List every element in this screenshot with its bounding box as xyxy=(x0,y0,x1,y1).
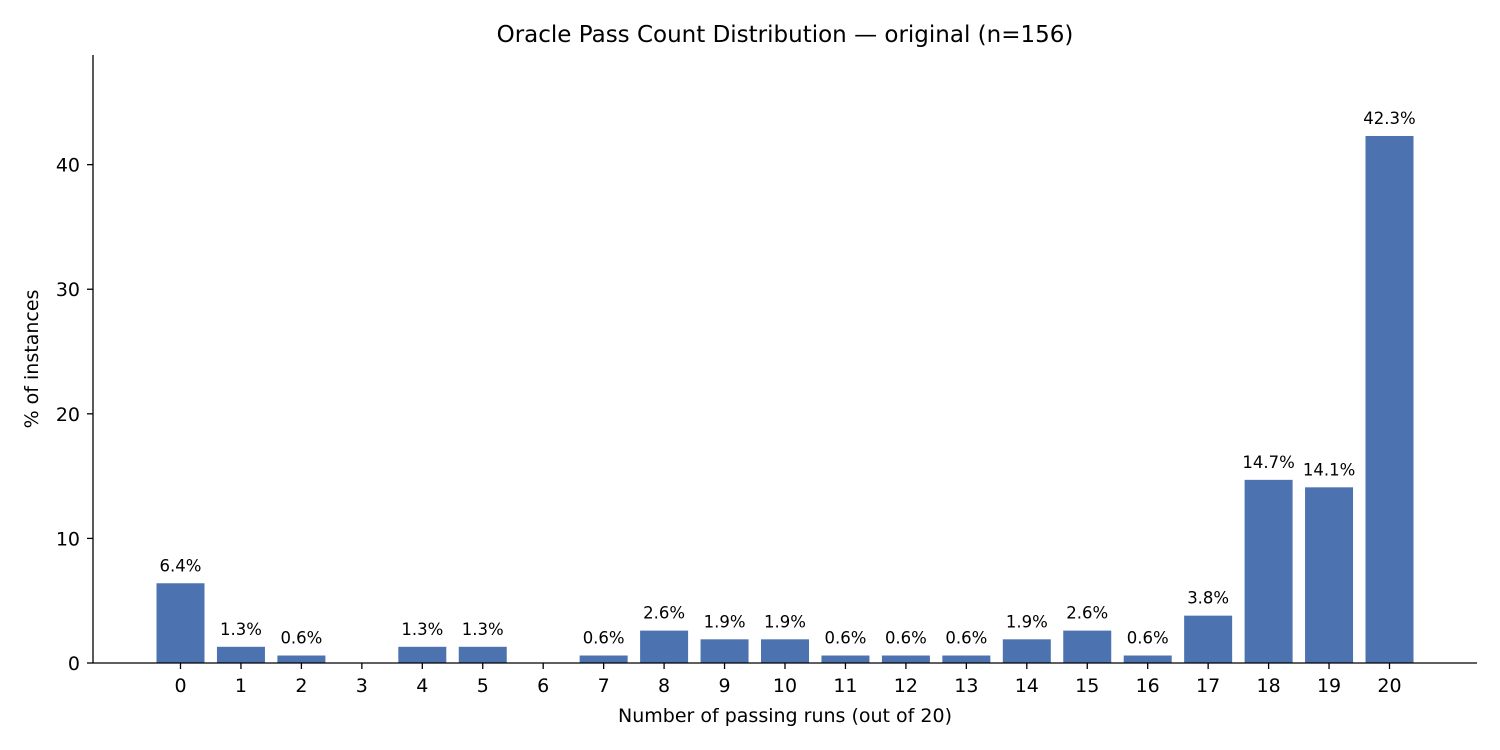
data-label-5: 1.3% xyxy=(462,620,504,639)
bar-10 xyxy=(761,639,809,663)
bar-16 xyxy=(1123,655,1172,663)
x-tick-label-10: 10 xyxy=(773,675,797,697)
data-label-18: 14.7% xyxy=(1242,453,1294,472)
y-axis-ticks: 0 10 20 30 40 xyxy=(56,155,93,675)
bar-12 xyxy=(881,655,930,663)
x-tick-label-14: 14 xyxy=(1015,675,1039,697)
data-label-8: 2.6% xyxy=(643,604,685,623)
x-tick-label-20: 20 xyxy=(1377,675,1401,697)
x-tick-label-7: 7 xyxy=(598,675,610,697)
bar-7 xyxy=(579,655,628,663)
bar-5 xyxy=(458,646,507,663)
x-tick-label-19: 19 xyxy=(1317,675,1341,697)
x-tick-label-17: 17 xyxy=(1196,675,1220,697)
x-tick-label-16: 16 xyxy=(1136,675,1160,697)
data-label-9: 1.9% xyxy=(704,612,746,631)
y-tick-label-10: 10 xyxy=(56,528,80,550)
x-tick-label-12: 12 xyxy=(894,675,918,697)
x-tick-label-0: 0 xyxy=(174,675,186,697)
data-label-1: 1.3% xyxy=(220,620,262,639)
x-tick-label-2: 2 xyxy=(295,675,307,697)
data-label-0: 6.4% xyxy=(160,556,202,575)
x-tick-label-5: 5 xyxy=(477,675,489,697)
data-label-16: 0.6% xyxy=(1127,629,1169,648)
data-label-4: 1.3% xyxy=(401,620,443,639)
x-tick-label-1: 1 xyxy=(235,675,247,697)
data-label-17: 3.8% xyxy=(1187,589,1229,608)
x-tick-label-15: 15 xyxy=(1075,675,1099,697)
y-axis-label: % of instances xyxy=(21,290,43,429)
bar-18 xyxy=(1244,479,1293,663)
bar-13 xyxy=(942,655,991,663)
bar-17 xyxy=(1184,615,1233,663)
data-label-7: 0.6% xyxy=(583,629,625,648)
x-tick-label-8: 8 xyxy=(658,675,670,697)
bar-19 xyxy=(1305,487,1354,663)
y-tick-label-20: 20 xyxy=(56,404,80,426)
x-tick-label-6: 6 xyxy=(537,675,549,697)
y-tick-label-40: 40 xyxy=(56,155,80,177)
data-label-15: 2.6% xyxy=(1066,604,1108,623)
bar-1 xyxy=(216,646,265,663)
x-tick-label-18: 18 xyxy=(1257,675,1281,697)
data-label-11: 0.6% xyxy=(824,629,866,648)
data-label-2: 0.6% xyxy=(280,629,322,648)
x-tick-label-9: 9 xyxy=(719,675,731,697)
data-label-14: 1.9% xyxy=(1006,612,1048,631)
data-label-13: 0.6% xyxy=(945,629,987,648)
bar-20 xyxy=(1365,135,1414,664)
x-axis-label: Number of passing runs (out of 20) xyxy=(618,705,952,727)
bar-8 xyxy=(640,630,689,663)
y-tick-label-30: 30 xyxy=(56,279,80,301)
y-tick-label-0: 0 xyxy=(68,653,80,675)
x-tick-label-3: 3 xyxy=(356,675,368,697)
bars-group xyxy=(156,135,1414,664)
data-label-12: 0.6% xyxy=(885,629,927,648)
chart-title: Oracle Pass Count Distribution — origina… xyxy=(497,22,1074,48)
data-label-20: 42.3% xyxy=(1363,109,1415,128)
bar-11 xyxy=(821,655,870,663)
data-label-10: 1.9% xyxy=(764,612,806,631)
bar-0 xyxy=(156,583,205,663)
bar-15 xyxy=(1063,630,1112,663)
x-tick-label-13: 13 xyxy=(954,675,978,697)
data-label-19: 14.1% xyxy=(1303,460,1355,479)
data-labels-group: 6.4% 1.3% 0.6% 1.3% 1.3% 0.6% 2.6% 1.9% 1.9% 0.6%… xyxy=(160,109,1416,648)
x-tick-label-11: 11 xyxy=(833,675,857,697)
x-axis-ticks: 0 1 2 3 4 5 6 7 8 9 10 11 12 13 14 15 16 17 18 19 20 xyxy=(174,663,1402,697)
bar-14 xyxy=(1002,639,1051,663)
x-tick-label-4: 4 xyxy=(416,675,428,697)
bar-9 xyxy=(700,639,749,663)
bar-4 xyxy=(398,646,447,663)
bar-2 xyxy=(277,655,326,663)
